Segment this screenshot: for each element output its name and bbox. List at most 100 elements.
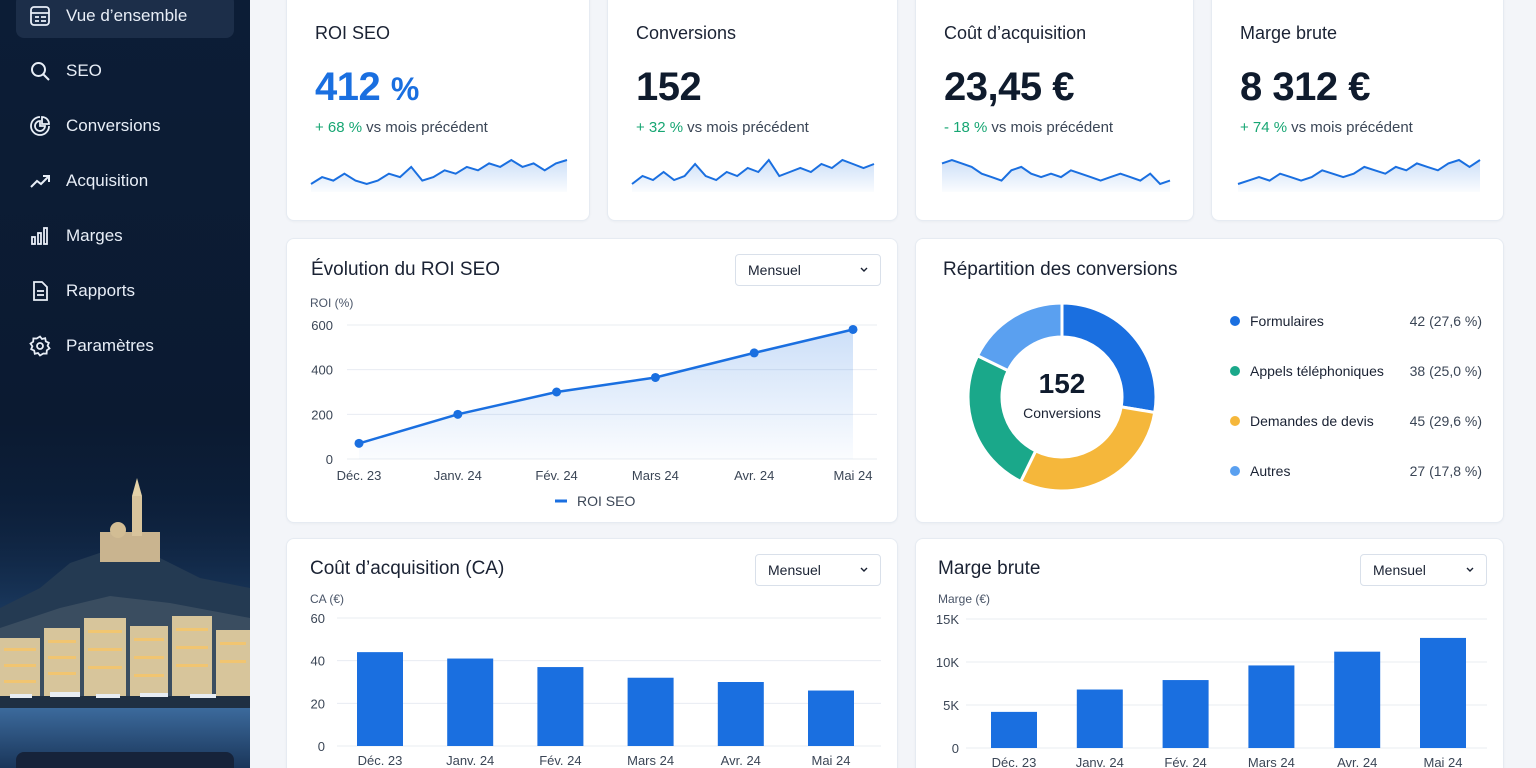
y-tick-label: 200: [311, 407, 333, 422]
period-select[interactable]: Mensuel: [735, 254, 881, 286]
x-tick-label: Mai 24: [1423, 755, 1462, 768]
kpi-card-marge: Marge brute 8 312 € + 74 % vs mois précéd…: [1211, 0, 1504, 221]
sidebar-item-rapports[interactable]: Rapports: [16, 269, 234, 313]
legend-label: Formulaires: [1250, 313, 1324, 329]
gear-icon: [28, 334, 52, 358]
legend-item: Autres 27 (17,8 %): [1230, 461, 1490, 481]
y-tick-label: 20: [311, 696, 325, 711]
sidebar-item-label: Conversions: [66, 116, 161, 135]
sidebar-item-acquisition[interactable]: Acquisition: [16, 159, 234, 203]
legend-dot: [1230, 366, 1240, 376]
marge-bar-chart: Marge (€) 0 5K 10K 15K Déc. 23 Janv. 24 Fév. 24…: [936, 592, 1487, 768]
donut-slice: [975, 301, 1064, 373]
roi-point: [453, 409, 463, 419]
y-axis-label: CA (€): [310, 592, 344, 606]
sidebar-item-parametres[interactable]: Paramètres: [16, 324, 234, 368]
ca-panel: Coût d’acquisition (CA) Mensuel CA (€) 0 2…: [286, 538, 898, 768]
bar: [1076, 689, 1123, 748]
x-tick-label: Janv. 24: [1076, 755, 1124, 768]
sparkline-area: [1238, 160, 1480, 192]
sidebar: Vue d’ensemble SEO Conversions Acquisiti…: [0, 0, 250, 768]
kpi-value: 412 %: [315, 65, 419, 109]
sparkline-line: [310, 158, 568, 186]
period-select[interactable]: Mensuel: [1360, 554, 1487, 586]
legend-value: 42 (27,6 %): [1409, 313, 1482, 329]
x-tick-label: Mai 24: [811, 753, 850, 768]
sparkline-line: [941, 158, 1171, 186]
bar: [447, 658, 494, 746]
sidebar-item-conversions[interactable]: Conversions: [16, 104, 234, 148]
bar: [717, 682, 764, 746]
sidebar-item-label: Marges: [66, 226, 123, 245]
legend-value: 45 (29,6 %): [1409, 413, 1482, 429]
x-tick-label: Fév. 24: [539, 753, 581, 768]
roi-point: [354, 438, 364, 448]
bar: [537, 667, 584, 746]
ca-bar-chart: CA (€) 0 20 40 60 Déc. 23 Janv. 24 Fév. 24 Mars …: [310, 592, 881, 768]
pie-chart-icon: [28, 114, 52, 138]
legend-dot: [1230, 416, 1240, 426]
sidebar-item-seo[interactable]: SEO: [16, 49, 234, 93]
sidebar-item-label: Vue d’ensemble: [66, 6, 188, 25]
y-tick-label: 10K: [936, 655, 959, 670]
y-tick-label: 0: [326, 452, 333, 467]
donut-center-value: 152: [1038, 368, 1086, 399]
period-select-value: Mensuel: [768, 562, 821, 578]
conversions-donut-chart: [966, 301, 1158, 493]
chevron-down-icon: [860, 267, 868, 272]
donut-center-label: Conversions: [1023, 405, 1101, 421]
x-tick-label: Déc. 23: [337, 468, 382, 483]
sidebar-item-overview[interactable]: Vue d’ensemble: [16, 0, 234, 38]
roi-line-chart: ROI (%) 0 200 400 600 Déc. 23 Janv. 24 Fév. 24 M…: [310, 296, 877, 509]
x-tick-label: Mars 24: [632, 468, 679, 483]
roi-point: [749, 348, 759, 358]
y-tick-label: 15K: [936, 612, 959, 627]
trending-up-icon: [28, 169, 52, 193]
legend-value: 38 (25,0 %): [1409, 363, 1482, 379]
x-tick-label: Fév. 24: [1164, 755, 1206, 768]
document-icon: [28, 279, 52, 303]
sparkline: [631, 158, 875, 192]
panel-title: Évolution du ROI SEO: [311, 259, 501, 280]
roi-point: [552, 387, 562, 397]
y-tick-label: 600: [311, 318, 333, 333]
x-tick-label: Déc. 23: [992, 755, 1037, 768]
kpi-delta: - 18 % vs mois précédent: [944, 119, 1114, 136]
sidebar-item-label: SEO: [66, 61, 102, 80]
roi-point: [848, 324, 858, 334]
kpi-value: 23,45 €: [944, 65, 1074, 109]
kpi-value: 152: [636, 65, 702, 109]
period-select[interactable]: Mensuel: [755, 554, 881, 586]
bar: [357, 652, 403, 746]
x-tick-label: Déc. 23: [358, 753, 403, 768]
x-tick-label: Mai 24: [833, 468, 872, 483]
y-tick-label: 40: [311, 654, 325, 669]
period-select-value: Mensuel: [1373, 562, 1426, 578]
legend-label: Autres: [1250, 463, 1291, 479]
legend-dot: [1230, 466, 1240, 476]
legend-label: Appels téléphoniques: [1250, 363, 1384, 379]
x-tick-label: Avr. 24: [1337, 755, 1377, 768]
y-tick-label: 0: [952, 741, 959, 756]
bar: [1420, 637, 1466, 748]
y-axis-label: ROI (%): [310, 296, 353, 310]
y-tick-label: 400: [311, 363, 333, 378]
sparkline: [1237, 158, 1481, 192]
panel-title: Coût d’acquisition (CA): [310, 558, 505, 579]
bar: [808, 690, 854, 746]
bar: [991, 711, 1037, 748]
x-tick-label: Fév. 24: [535, 468, 577, 483]
chevron-down-icon: [1466, 567, 1474, 572]
sidebar-item-label: Acquisition: [66, 171, 149, 190]
kpi-title: Marge brute: [1240, 23, 1338, 43]
chevron-down-icon: [860, 567, 868, 572]
period-select-value: Mensuel: [748, 262, 801, 278]
sidebar-footer-button[interactable]: [16, 752, 234, 768]
sidebar-item-label: Paramètres: [66, 336, 154, 355]
x-tick-label: Janv. 24: [434, 468, 482, 483]
kpi-value: 8 312 €: [1240, 65, 1370, 109]
kpi-delta: + 68 % vs mois précédent: [315, 119, 488, 136]
sidebar-item-marges[interactable]: Marges: [16, 214, 234, 258]
city-illustration: [0, 468, 250, 768]
kpi-card-cout: Coût d’acquisition 23,45 € - 18 % vs mois…: [915, 0, 1194, 221]
